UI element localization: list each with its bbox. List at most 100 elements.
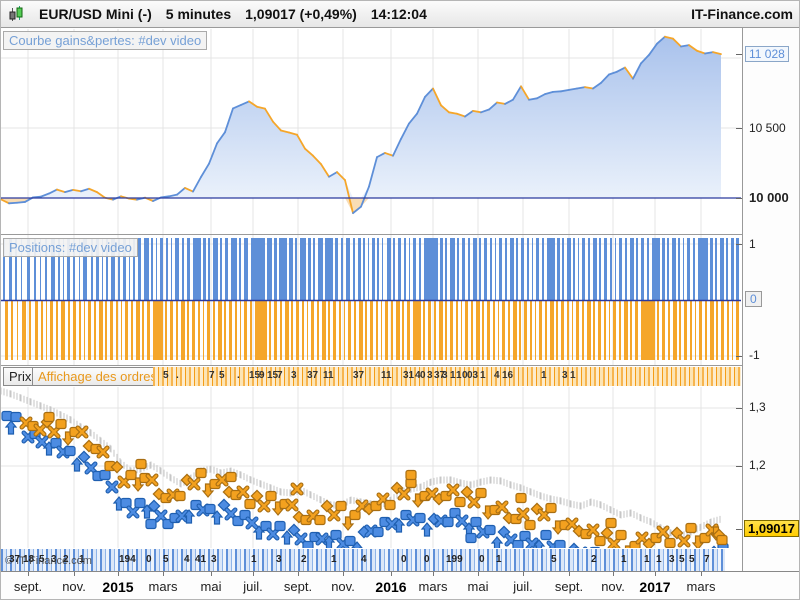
short-position-bars [5, 301, 739, 360]
time-axis-label: juil. [513, 579, 533, 594]
time-axis-label: 2016 [375, 579, 407, 595]
order-count-value: 199 [446, 554, 463, 565]
order-count-value: 7 [277, 370, 283, 381]
order-count-value: 4 [494, 370, 500, 381]
order-count-value: 1 [456, 370, 462, 381]
equity-curve-panel[interactable] [1, 29, 742, 234]
time-axis-tick [478, 572, 479, 576]
order-count-value: 2 [301, 554, 307, 565]
time-axis-tick [74, 572, 75, 576]
order-count-value: 1 [496, 554, 502, 565]
axis-tick [736, 198, 742, 199]
time-axis-label: mars [686, 579, 716, 594]
last-price-and-change: 1,09017 (+0,49%) [245, 6, 357, 22]
order-count-value: 1 [621, 554, 627, 565]
clock-time: 14:12:04 [370, 6, 427, 22]
order-count-value: 5 [219, 370, 225, 381]
time-axis-tick [343, 572, 344, 576]
order-count-value: 15 [249, 370, 261, 381]
time-axis-label: 2015 [102, 579, 134, 595]
order-count-value: 03 [467, 370, 479, 381]
order-count-value: 18 [23, 554, 35, 565]
orders-count-band-top: 5. 7 5. 15 9 15 7 3 37 11 37 11 31 4 0 3 37 3 1 1 0 03 1 4 16 1 3 1 [153, 367, 741, 386]
order-count-value: 37 [353, 370, 365, 381]
axis-tick [736, 128, 742, 129]
order-count-value: 5 [689, 554, 695, 565]
time-axis-tick [118, 572, 119, 576]
axis-tick [736, 466, 742, 467]
order-count-value: 37 [307, 370, 319, 381]
time-axis-label: nov. [62, 579, 86, 594]
price-axis-1-2: 1,2 [749, 458, 766, 472]
time-axis-tick [28, 572, 29, 576]
time-axis-label: mars [418, 579, 448, 594]
time-axis-tick [163, 572, 164, 576]
time-axis-tick [613, 572, 614, 576]
time-axis-label: nov. [601, 579, 625, 594]
order-count-value: 5 [163, 554, 169, 565]
order-count-value: 0 [479, 554, 485, 565]
candlestick-icon [9, 6, 23, 21]
order-count-value: 0 [401, 554, 407, 565]
positions-axis-0: 0 [745, 291, 762, 307]
time-axis-tick [433, 572, 434, 576]
order-count-value: 3 [669, 554, 675, 565]
price-axis-1-3: 1,3 [749, 400, 766, 414]
price-current-value-label: 1,09017 [744, 520, 799, 537]
axis-tick [736, 529, 742, 530]
order-count-value: 1 [331, 554, 337, 565]
positions-axis-minus1: -1 [749, 348, 760, 362]
time-axis-label: mai [200, 579, 222, 594]
order-count-value: 11 [381, 370, 392, 381]
order-count-value: 194 [119, 554, 136, 565]
panel-separator [1, 365, 742, 366]
time-axis-label: juil. [243, 579, 263, 594]
order-count-value: 2 [591, 554, 597, 565]
price-panel[interactable] [1, 387, 742, 548]
equity-current-value-label: 11 028 [745, 46, 789, 62]
order-count-value: 3 [562, 370, 568, 381]
order-count-value: 1 [656, 554, 662, 565]
order-count-value: . [237, 370, 240, 381]
long-position-bars [3, 238, 739, 300]
time-axis-label: nov. [331, 579, 355, 594]
order-count-value: 0 [146, 554, 152, 565]
order-count-value: 0 [420, 370, 426, 381]
order-count-value: 7 [209, 370, 215, 381]
time-axis-tick [253, 572, 254, 576]
equity-panel-label[interactable]: Courbe gains&pertes: #dev video [3, 31, 208, 50]
order-count-value: 11 [323, 370, 334, 381]
time-axis-tick [298, 572, 299, 576]
tab-prix[interactable]: Prix [3, 367, 38, 386]
time-axis-tick [655, 572, 656, 576]
tab-affichage-des-ordres[interactable]: Affichage des ordres [32, 367, 163, 386]
order-count-value: 3 [51, 554, 57, 565]
time-axis-label: 2017 [639, 579, 671, 595]
order-count-value: 4 [361, 554, 367, 565]
timeframe-label: 5 minutes [165, 6, 232, 22]
buy-order-markers [1, 410, 729, 548]
symbol-name: EUR/USD Mini (-) [39, 6, 152, 22]
order-count-value: 1 [644, 554, 650, 565]
time-axis[interactable]: sept. nov. 2015 mars mai juil. sept. nov. 2016 ma… [1, 571, 799, 599]
time-axis-label: sept. [283, 579, 313, 594]
title-bar: EUR/USD Mini (-) 5 minutes 1,09017 (+0,4… [1, 1, 799, 28]
positions-panel-label[interactable]: Positions: #dev video [3, 238, 138, 257]
order-count-value: 1 [480, 370, 486, 381]
time-axis-label: sept. [554, 579, 584, 594]
axis-tick [736, 356, 742, 357]
order-count-value: 41 [195, 554, 207, 565]
order-count-value: . [176, 370, 179, 381]
axis-tick [736, 244, 742, 245]
time-axis-label: sept. [13, 579, 43, 594]
equity-line [1, 35, 722, 215]
order-count-value: 3 [211, 554, 217, 565]
copyright-watermark: © IT-Finance.com [5, 555, 92, 567]
order-count-value: 2 [63, 554, 69, 565]
axis-tick [736, 54, 742, 55]
time-axis-tick [391, 572, 392, 576]
time-axis-label: mai [467, 579, 489, 594]
positions-panel[interactable] [1, 235, 742, 365]
order-count-value: 4 [415, 370, 421, 381]
order-count-value: 16 [502, 370, 514, 381]
